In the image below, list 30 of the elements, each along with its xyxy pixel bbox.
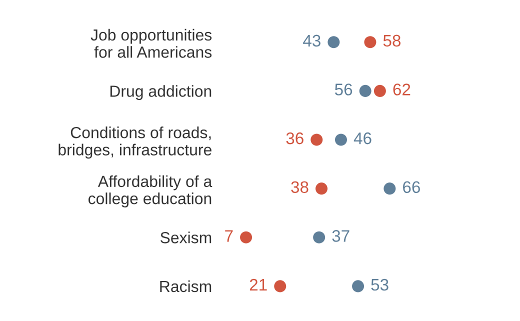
data-label: 58 [383, 34, 401, 47]
y-tick-label: Drug addiction [110, 85, 212, 100]
data-label: 43 [303, 34, 320, 47]
data-label: 38 [291, 181, 308, 194]
y-tick-label: Racism [160, 280, 212, 292]
point [364, 36, 376, 48]
point [328, 36, 340, 48]
point [384, 182, 396, 195]
data-label: 36 [286, 132, 304, 144]
point [334, 134, 348, 146]
point [352, 280, 364, 292]
data-label: 62 [393, 84, 410, 96]
y-tick-label: Sexism [160, 232, 212, 244]
data-label: 46 [354, 132, 372, 144]
point [240, 231, 252, 244]
y-tick-label: Conditions of roads, bridges, infrastructure [58, 126, 212, 159]
data-label: 21 [250, 278, 267, 291]
point [310, 134, 323, 146]
data-label: 56 [334, 84, 352, 96]
point [316, 182, 328, 195]
point [374, 84, 386, 97]
data-label: 37 [332, 230, 350, 242]
point [274, 280, 286, 292]
point [313, 231, 326, 244]
data-label: 7 [225, 230, 233, 242]
data-label: 53 [371, 278, 388, 291]
y-tick-label: Job opportunities for all Americans [90, 28, 212, 58]
data-label: 66 [403, 181, 420, 194]
y-tick-label: Affordability of a college education [88, 175, 212, 208]
point [359, 84, 372, 97]
